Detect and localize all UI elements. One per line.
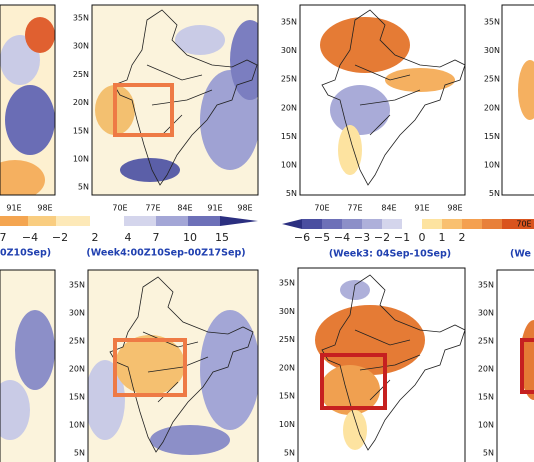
colorbar — [282, 219, 534, 229]
lat-label: 10N — [73, 155, 89, 164]
lat-label: 25N — [484, 75, 500, 84]
map-panel — [298, 268, 465, 462]
lat-label: 25N — [69, 337, 85, 346]
lon-label: 98E — [447, 204, 462, 213]
lat-label: 15N — [73, 126, 89, 135]
lat-label: 5N — [78, 183, 89, 192]
lat-label: 20N — [484, 103, 500, 112]
lon-label: 77E — [347, 204, 362, 213]
colorbar-label: 1 — [439, 231, 446, 244]
lat-label: 20N — [281, 103, 297, 112]
panel-frame — [87, 269, 259, 462]
colorbar-label: 15 — [215, 231, 229, 244]
panel-frame — [297, 267, 466, 462]
lon-label: 70E — [314, 204, 329, 213]
panel-frame — [0, 269, 56, 462]
lon-label: 70E — [112, 204, 127, 213]
lat-label: 30N — [279, 307, 295, 316]
panel-frame — [501, 4, 534, 196]
map-panel — [92, 5, 258, 195]
highlight-box — [320, 353, 387, 410]
lat-label: 5N — [284, 448, 295, 457]
lat-label: 15N — [69, 393, 85, 402]
colorbar-label: 0 — [419, 231, 426, 244]
highlight-box — [520, 338, 534, 394]
colorbar-label: −5 — [314, 231, 330, 244]
colorbar — [0, 216, 258, 226]
colorbar-label: 4 — [125, 231, 132, 244]
lat-label: 15N — [478, 393, 494, 402]
map-panel — [0, 5, 55, 195]
colorbar-label: −4 — [22, 231, 38, 244]
lon-label: 84E — [381, 204, 396, 213]
colorbar-label: −1 — [394, 231, 410, 244]
highlight-box — [113, 83, 174, 137]
lat-label: 30N — [281, 46, 297, 55]
lat-label: 10N — [279, 420, 295, 429]
lat-label: 35N — [484, 18, 500, 27]
lat-label: 5N — [286, 189, 297, 198]
highlight-box — [113, 338, 187, 397]
colorbar-label: 10 — [183, 231, 197, 244]
lon-label: 91E — [6, 204, 21, 213]
lat-label: 25N — [478, 337, 494, 346]
colorbar-label: −3 — [354, 231, 370, 244]
colorbar-label: −2 — [52, 231, 68, 244]
lat-label: 20N — [69, 365, 85, 374]
lat-label: 35N — [69, 281, 85, 290]
lat-label: 10N — [281, 161, 297, 170]
lon-label: 98E — [37, 204, 52, 213]
panel-frame — [0, 4, 56, 196]
lat-label: 30N — [478, 309, 494, 318]
lon-label: 91E — [414, 204, 429, 213]
lat-label: 10N — [69, 421, 85, 430]
colorbar-label: 2 — [92, 231, 99, 244]
lat-label: 10N — [478, 421, 494, 430]
lat-label: 10N — [484, 161, 500, 170]
map-panel — [88, 270, 258, 462]
colorbar-label: −6 — [294, 231, 310, 244]
lat-label: 25N — [279, 335, 295, 344]
colorbar-label: 2 — [459, 231, 466, 244]
lat-label: 5N — [483, 449, 494, 458]
lat-label: 35N — [478, 281, 494, 290]
lat-label: 25N — [73, 70, 89, 79]
panel-frame — [496, 269, 534, 462]
colorbar-label: 7 — [153, 231, 160, 244]
lat-label: 5N — [74, 449, 85, 458]
map-panel — [502, 5, 534, 195]
lat-label: 15N — [484, 132, 500, 141]
lat-label: 35N — [73, 14, 89, 23]
lon-label: 84E — [177, 204, 192, 213]
caption: 0Z10Sep) — [0, 248, 51, 259]
lat-label: 15N — [281, 132, 297, 141]
colorbar-label: −2 — [374, 231, 390, 244]
panel-frame — [299, 4, 466, 196]
panel-frame — [91, 4, 259, 196]
lat-label: 25N — [281, 75, 297, 84]
lat-label: 35N — [279, 279, 295, 288]
caption: (We — [510, 249, 531, 260]
lat-label: 30N — [484, 46, 500, 55]
lat-label: 20N — [478, 365, 494, 374]
lat-label: 15N — [279, 392, 295, 401]
lat-label: 30N — [73, 42, 89, 51]
lon-label: 77E — [145, 204, 160, 213]
lon-label: 91E — [207, 204, 222, 213]
lon-label: 98E — [237, 204, 252, 213]
map-panel — [497, 270, 534, 462]
lat-label: 20N — [73, 98, 89, 107]
caption: (Week4:00Z10Sep-00Z17Sep) — [86, 248, 245, 259]
lat-label: 20N — [279, 363, 295, 372]
colorbar-label: −4 — [334, 231, 350, 244]
map-panel — [300, 5, 465, 195]
lon-label: 70E — [516, 220, 531, 229]
lat-label: 35N — [281, 18, 297, 27]
caption: (Week3: 04Sep-10Sep) — [329, 249, 451, 260]
colorbar-label: 7 — [0, 231, 7, 244]
lat-label: 30N — [69, 309, 85, 318]
map-panel — [0, 270, 55, 462]
lat-label: 5N — [489, 189, 500, 198]
